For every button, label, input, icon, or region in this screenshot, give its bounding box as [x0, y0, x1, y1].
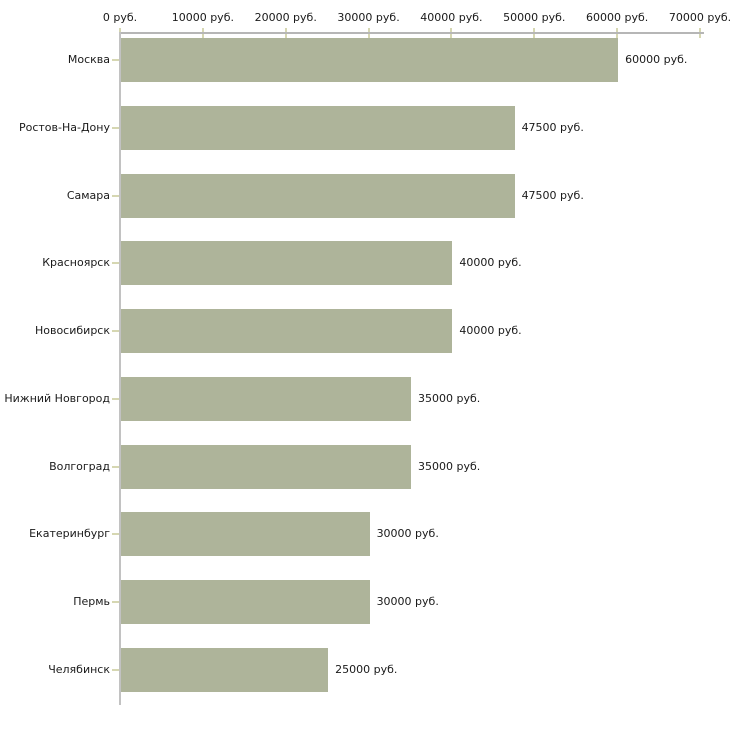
bar	[121, 376, 411, 421]
x-tick-label: 20000 руб.	[254, 11, 317, 24]
bar	[121, 106, 515, 150]
category-label: Новосибирск	[34, 324, 110, 338]
bar	[121, 444, 411, 489]
x-tick-label: 0 руб.	[102, 11, 138, 24]
value-label: 60000 руб.	[625, 53, 688, 67]
value-label: 40000 руб.	[459, 324, 522, 338]
bar	[121, 512, 370, 557]
category-label: Ростов-На-Дону	[18, 121, 110, 134]
y-tick-mark	[112, 59, 119, 62]
y-tick-mark	[112, 330, 119, 333]
x-tick-label: 30000 руб.	[337, 11, 400, 24]
x-axis-line	[120, 32, 704, 34]
y-tick-mark	[112, 397, 119, 400]
value-label: 40000 руб.	[459, 256, 522, 270]
value-label: 30000 руб.	[376, 594, 439, 608]
value-label: 47500 руб.	[521, 121, 584, 134]
y-tick-mark	[112, 465, 119, 468]
value-label: 35000 руб.	[418, 459, 481, 473]
y-tick-mark	[112, 127, 119, 129]
x-tick-label: 70000 руб.	[668, 11, 730, 24]
y-tick-mark	[112, 262, 119, 265]
x-tick-label: 60000 руб.	[586, 11, 649, 24]
y-tick-mark	[112, 533, 119, 536]
y-tick-mark	[112, 668, 119, 671]
value-label: 30000 руб.	[376, 527, 439, 541]
value-label: 47500 руб.	[521, 188, 584, 202]
value-label: 25000 руб.	[335, 662, 398, 676]
y-axis-line	[119, 32, 121, 705]
x-tick-label: 50000 руб.	[503, 11, 566, 24]
bar	[121, 241, 453, 286]
bar	[121, 647, 329, 692]
y-tick-mark	[112, 194, 119, 197]
category-label: Волгоград	[49, 459, 110, 473]
x-tick-label: 40000 руб.	[420, 11, 483, 24]
category-label: Москва	[67, 53, 110, 67]
category-label: Челябинск	[48, 662, 110, 676]
category-label: Красноярск	[42, 256, 110, 270]
bar	[121, 38, 619, 83]
category-label: Екатеринбург	[29, 527, 110, 541]
y-tick-mark	[112, 600, 119, 603]
bar	[121, 579, 370, 624]
category-label: Самара	[66, 188, 110, 202]
category-label: Нижний Новгород	[4, 391, 110, 405]
x-tick-label: 10000 руб.	[171, 11, 234, 24]
value-label: 35000 руб.	[418, 391, 481, 405]
bar	[121, 173, 515, 218]
category-label: Пермь	[73, 594, 110, 608]
bar	[121, 309, 453, 354]
